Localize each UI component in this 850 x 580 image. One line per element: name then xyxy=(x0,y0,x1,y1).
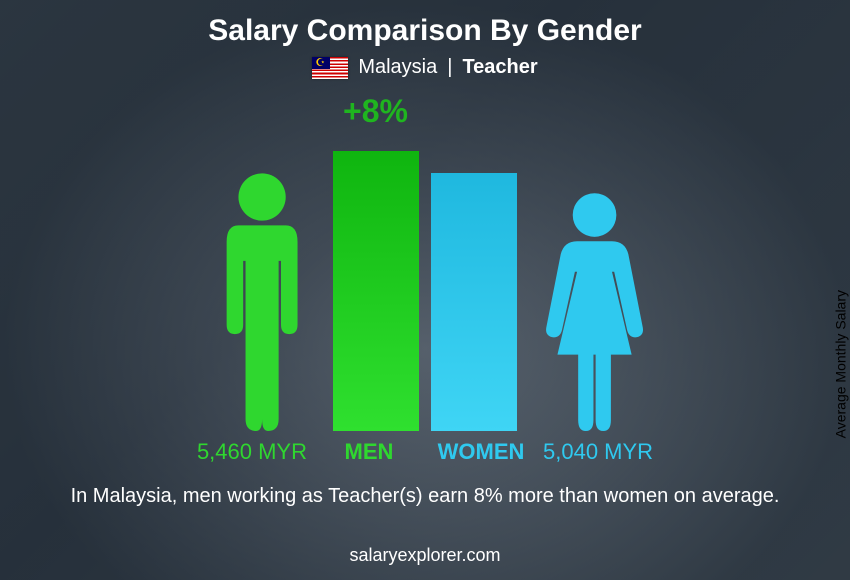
male-person-icon xyxy=(203,171,321,431)
male-icon-col xyxy=(201,171,321,431)
men-label: MEN xyxy=(319,439,419,465)
female-icon-col xyxy=(529,191,649,431)
men-value: 5,460 MYR xyxy=(147,439,307,465)
country-label: Malaysia xyxy=(358,56,437,79)
gender-salary-chart: +8% 5,460 MYR ME xyxy=(115,101,735,431)
caption-text: In Malaysia, men working as Teacher(s) e… xyxy=(71,483,780,510)
female-person-icon xyxy=(540,191,649,431)
women-label: WOMEN xyxy=(431,439,531,465)
men-bar-col xyxy=(333,151,419,431)
malaysia-flag-icon xyxy=(312,57,348,79)
job-label: Teacher xyxy=(462,56,537,79)
separator: | xyxy=(447,56,452,79)
subtitle: Malaysia | Teacher xyxy=(312,56,537,79)
pct-diff-label: +8% xyxy=(343,93,408,130)
men-bar xyxy=(333,151,419,431)
women-bar xyxy=(431,173,517,431)
page-title: Salary Comparison By Gender xyxy=(208,14,641,48)
footer-link: salaryexplorer.com xyxy=(0,545,850,566)
chart-labels-row: 5,460 MYR MEN WOMEN 5,040 MYR xyxy=(115,439,735,465)
women-bar-col xyxy=(431,173,517,431)
y-axis-label: Average Monthly Salary xyxy=(832,290,848,438)
women-value: 5,040 MYR xyxy=(543,439,703,465)
